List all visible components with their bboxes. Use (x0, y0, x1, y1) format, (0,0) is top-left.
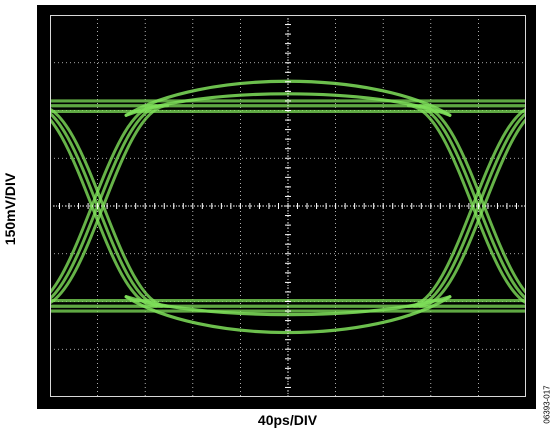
trace-eye-bottom (124, 295, 452, 335)
trace-eye-bottom (124, 295, 452, 317)
eye-traces (50, 79, 526, 335)
figure-id: 06393-017 (542, 384, 552, 424)
x-axis-label: 40ps/DIV (257, 412, 318, 428)
trace-falling-edge (50, 117, 158, 308)
plot-border (50, 15, 526, 397)
eye-diagram-plot (50, 15, 526, 397)
trace-falling-edge (406, 104, 526, 305)
trace-falling-edge (50, 107, 170, 308)
y-axis-label: 150mV/DIV (2, 172, 18, 246)
trace-falling-edge (418, 104, 526, 295)
